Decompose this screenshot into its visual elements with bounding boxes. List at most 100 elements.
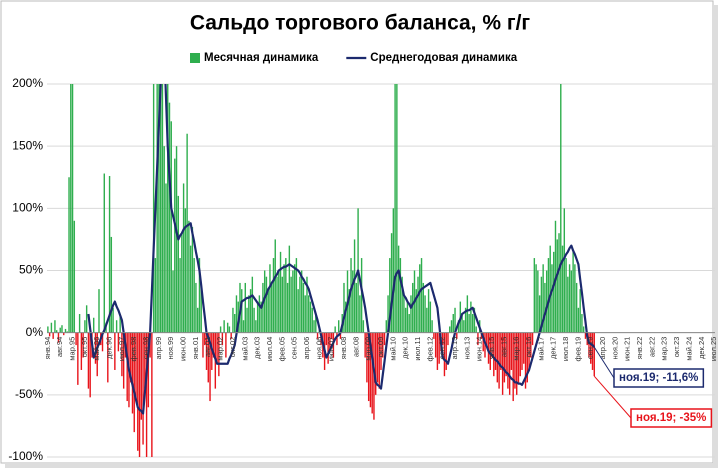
bar [98,289,100,333]
bar [574,264,576,333]
bar [304,295,306,333]
bar [130,332,132,383]
y-tick-label: -50% [15,387,43,401]
x-tick-label: мар.02 [216,337,225,361]
legend-swatch [190,53,200,63]
bar [378,332,380,389]
bar [293,264,296,333]
bar [575,282,578,333]
x-tick-label: сен.12 [438,337,447,360]
bar [218,332,220,377]
bar [496,332,499,383]
bar [258,295,261,333]
bar [309,301,312,333]
x-tick-label: дек.96 [105,337,114,359]
bar [156,84,158,333]
x-tick-label: сен.05 [290,337,299,360]
bar [545,270,548,333]
bar [528,332,530,370]
bar [66,331,68,333]
bar [297,289,299,333]
bar [313,320,315,333]
bar [315,314,317,333]
bar [445,332,447,370]
x-tick-label: мар.09 [364,337,373,361]
bar [473,307,476,333]
x-tick-label: авг.22 [647,337,656,357]
bar [101,332,104,352]
x-tick-label: авг.08 [351,337,360,357]
annotation-leader [593,375,632,419]
annotation-text: ноя.19; -35% [636,412,706,424]
bar [70,84,72,333]
x-tick-label: окт.16 [524,337,533,358]
bar [524,332,527,389]
bar [547,258,550,333]
bar [584,332,587,339]
x-tick-label: мар.16 [512,337,521,361]
bar [63,332,65,336]
bar [565,258,567,333]
bar [207,332,209,383]
bar [406,301,409,333]
x-tick-label: май.17 [536,337,545,361]
bar [392,208,395,333]
bar [117,332,120,352]
bar [494,332,497,370]
bar [221,332,224,346]
x-tick-label: июл.18 [561,337,570,361]
bar [244,282,246,333]
bar [235,295,238,333]
bar [410,295,412,333]
bar [516,332,518,395]
bar [572,251,574,333]
x-tick-label: фев.98 [129,337,138,362]
bar [447,332,449,346]
bar [581,314,583,333]
legend-label: Месячная динамика [204,52,319,64]
bar [426,307,428,333]
bar [429,301,432,333]
bar [470,301,472,333]
bar [579,289,581,333]
bar [371,332,373,414]
bar [165,183,167,333]
bar [590,332,592,364]
x-tick-label: сен.19 [586,337,595,360]
bar [230,332,232,339]
x-tick-label: мар.23 [660,337,669,361]
bar [540,276,543,333]
bar [152,84,155,333]
bar [110,236,113,333]
bar [107,332,109,383]
bar [246,307,248,333]
bar [369,332,372,408]
x-tick-label: фев.19 [573,337,582,362]
bar [399,258,402,333]
bar [290,276,292,333]
bar [234,314,236,333]
bar [276,276,278,333]
bar [96,332,98,377]
bar [186,133,188,333]
legend-label: Среднегодовая динамика [370,52,517,64]
bar [380,332,382,370]
bar [493,332,495,377]
bar [202,332,204,358]
bar [133,332,135,433]
bar [491,332,493,358]
bar [441,332,444,346]
x-tick-label: апр.99 [154,337,163,360]
bar [283,264,285,333]
x-tick-label: дек.24 [697,337,706,359]
bar [87,332,90,389]
bar [468,314,470,333]
bar [486,332,488,346]
bar [75,332,77,346]
bar [300,270,303,333]
bar [140,332,143,420]
x-tick-label: янв.01 [191,337,200,360]
bar [292,270,294,333]
bar [223,320,225,333]
